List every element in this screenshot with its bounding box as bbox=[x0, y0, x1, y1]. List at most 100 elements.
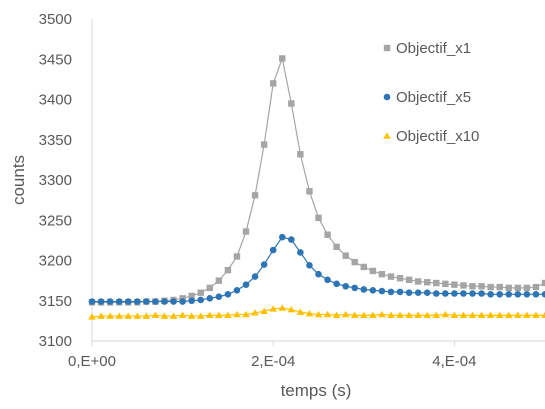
data-point bbox=[496, 283, 503, 291]
data-point bbox=[315, 270, 322, 278]
data-point bbox=[206, 284, 213, 292]
y-tick-label: 3100 bbox=[39, 333, 72, 350]
data-point bbox=[541, 311, 545, 319]
data-point bbox=[505, 284, 512, 292]
data-point bbox=[297, 249, 304, 256]
data-point bbox=[97, 298, 105, 305]
data-point bbox=[342, 282, 349, 290]
data-point bbox=[196, 312, 205, 319]
data-point bbox=[323, 310, 332, 318]
data-point bbox=[124, 312, 133, 319]
data-point bbox=[468, 311, 477, 319]
data-point bbox=[351, 284, 359, 292]
data-point bbox=[88, 313, 96, 320]
data-point bbox=[341, 310, 350, 318]
data-point bbox=[387, 273, 395, 280]
data-point bbox=[332, 311, 341, 319]
data-point bbox=[496, 291, 504, 298]
data-point bbox=[487, 283, 494, 291]
data-point bbox=[450, 311, 459, 319]
data-point bbox=[278, 304, 287, 311]
data-point bbox=[532, 311, 540, 319]
data-point bbox=[224, 311, 232, 319]
legend-marker bbox=[383, 93, 391, 101]
data-point bbox=[233, 253, 241, 260]
data-point bbox=[269, 246, 277, 254]
data-point bbox=[315, 214, 322, 222]
data-point bbox=[188, 292, 195, 300]
data-point bbox=[378, 270, 386, 278]
data-point bbox=[106, 312, 114, 319]
data-point bbox=[342, 252, 349, 259]
series-line bbox=[92, 236, 545, 303]
data-point bbox=[451, 281, 458, 288]
data-point bbox=[142, 312, 151, 319]
data-point bbox=[369, 311, 377, 319]
data-point bbox=[532, 291, 540, 298]
data-point bbox=[169, 312, 178, 319]
legend-item: Objectif_x1 bbox=[383, 40, 471, 57]
legend-marker bbox=[383, 44, 391, 52]
data-point bbox=[278, 233, 286, 241]
data-point bbox=[495, 311, 504, 319]
data-point bbox=[487, 291, 494, 298]
data-point bbox=[360, 286, 368, 293]
data-point bbox=[242, 281, 250, 288]
x-tick-label: 2,E-04 bbox=[251, 353, 295, 370]
series-Objectif_x1 bbox=[88, 55, 545, 306]
data-point bbox=[133, 312, 142, 319]
data-point bbox=[460, 282, 467, 289]
y-tick-label: 3300 bbox=[39, 172, 72, 189]
data-point bbox=[170, 298, 177, 305]
x-tick-label: 0,E+00 bbox=[68, 353, 116, 370]
data-point bbox=[360, 311, 368, 319]
data-point bbox=[350, 311, 359, 319]
y-tick-label: 3250 bbox=[39, 212, 72, 229]
legend-label: Objectif_x1 bbox=[396, 40, 471, 57]
data-point bbox=[469, 283, 476, 290]
y-tick-label: 3200 bbox=[39, 253, 72, 270]
y-tick-label: 3450 bbox=[39, 51, 72, 68]
data-point bbox=[260, 141, 268, 148]
data-point bbox=[115, 312, 123, 319]
data-point bbox=[187, 312, 196, 319]
data-point bbox=[441, 310, 450, 318]
data-point bbox=[451, 290, 458, 297]
series-line bbox=[92, 56, 545, 303]
legend-label: Objectif_x10 bbox=[396, 128, 479, 145]
data-point bbox=[260, 261, 268, 268]
data-point bbox=[432, 290, 440, 297]
data-point bbox=[206, 295, 214, 302]
data-point bbox=[324, 276, 331, 284]
legend-label: Objectif_x5 bbox=[396, 89, 471, 106]
data-point bbox=[197, 296, 205, 304]
legend-item: Objectif_x10 bbox=[383, 128, 479, 145]
data-point bbox=[296, 308, 305, 315]
data-point bbox=[215, 311, 223, 319]
data-point bbox=[97, 312, 105, 319]
data-point bbox=[134, 298, 141, 305]
data-point bbox=[106, 298, 114, 305]
data-point bbox=[152, 298, 159, 305]
data-point bbox=[478, 290, 485, 297]
data-point bbox=[396, 311, 404, 319]
data-point bbox=[405, 311, 413, 319]
data-point bbox=[460, 290, 467, 297]
data-point bbox=[151, 311, 160, 319]
data-point bbox=[442, 290, 449, 297]
data-point bbox=[161, 298, 168, 305]
data-point bbox=[279, 55, 286, 62]
data-point bbox=[424, 279, 431, 286]
x-tick-label: 4,E-04 bbox=[432, 353, 476, 370]
data-point bbox=[523, 311, 531, 319]
data-point bbox=[288, 100, 295, 107]
data-point bbox=[188, 297, 195, 305]
data-point bbox=[333, 243, 340, 251]
data-point bbox=[414, 289, 422, 297]
data-point bbox=[414, 278, 422, 285]
data-point bbox=[360, 263, 367, 271]
data-point bbox=[477, 311, 486, 319]
data-point bbox=[514, 284, 522, 292]
data-point bbox=[396, 275, 404, 282]
data-point bbox=[179, 298, 186, 305]
